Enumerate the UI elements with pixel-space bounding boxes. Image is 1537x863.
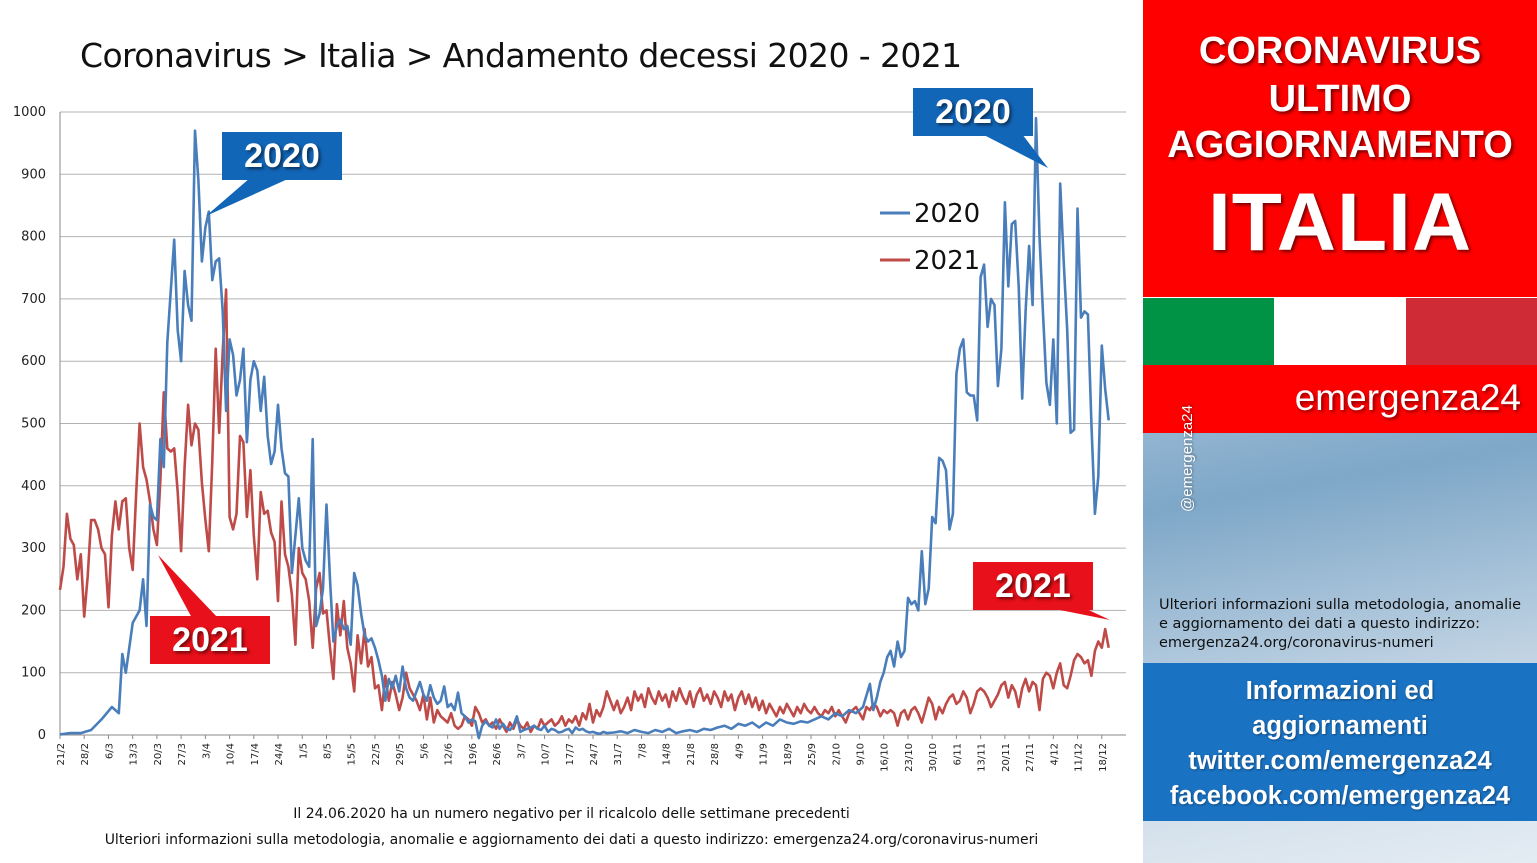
x-tick-label: 4/12	[1049, 743, 1060, 765]
callout-pointer-2021-left	[158, 555, 218, 618]
y-tick-label: 800	[21, 230, 46, 245]
x-tick-label: 28/8	[710, 743, 721, 765]
y-tick-label: 100	[21, 666, 46, 681]
methodology-line-1: Ulteriori informazioni sulla metodologia…	[1159, 597, 1522, 613]
twitter-link[interactable]: twitter.com/emergenza24	[1188, 747, 1492, 775]
x-tick-label: 23/10	[904, 743, 915, 772]
x-tick-label: 31/7	[613, 743, 624, 765]
y-tick-label: 1000	[13, 105, 46, 120]
flag-green-stripe	[1143, 298, 1274, 365]
side-heading-box: CORONAVIRUS ULTIMO AGGIORNAMENTO ITALIA	[1143, 0, 1537, 298]
legend-label-2021: 2021	[914, 246, 980, 276]
x-tick-label: 16/10	[880, 743, 891, 772]
y-tick-label: 500	[21, 417, 46, 432]
methodology-line-2: e aggiornamento dei dati a questo indiri…	[1159, 616, 1481, 632]
chart-area: 0 100 200 300 400 500 600 700 800 900 1000 21/2 28/…	[12, 36, 1126, 848]
x-tick-label: 14/8	[662, 743, 673, 765]
x-tick-labels: 21/2 28/2 6/3 13/3 20/3 27/3 3/4 10/4 17/4 24/4 1/…	[56, 735, 1109, 772]
methodology-text: Ulteriori informazioni sulla metodologia…	[1159, 596, 1529, 653]
x-tick-label: 20/3	[153, 743, 164, 765]
y-tick-label: 300	[21, 541, 46, 556]
x-tick-label: 10/4	[226, 743, 237, 765]
y-tick-label: 0	[38, 728, 46, 743]
x-tick-label: 12/6	[444, 743, 455, 765]
series-line-2021	[58, 288, 1110, 734]
x-tick-label: 18/9	[783, 743, 794, 765]
x-tick-label: 17/7	[565, 743, 576, 765]
callout-2021-right: 2021	[973, 562, 1093, 610]
methodology-link[interactable]: emergenza24.org/coronavirus-numeri	[1159, 635, 1434, 651]
brand-bar: emergenza24	[1143, 365, 1537, 433]
info-box: Informazioni ed aggiornamenti twitter.co…	[1143, 663, 1537, 821]
x-tick-label: 6/11	[952, 743, 963, 765]
note-methodology: Ulteriori informazioni sulla metodologia…	[104, 832, 1039, 848]
info-line-2: aggiornamenti	[1252, 712, 1428, 740]
x-tick-label: 26/6	[492, 743, 503, 765]
x-tick-label: 5/6	[419, 743, 430, 759]
x-tick-label: 11/12	[1074, 743, 1085, 772]
line-chart: 0 100 200 300 400 500 600 700 800 900 1000 21/2 28/…	[13, 105, 1126, 772]
x-tick-label: 19/6	[468, 743, 479, 765]
x-tick-label: 22/5	[371, 743, 382, 765]
side-heading-line-3: AGGIORNAMENTO	[1167, 124, 1513, 166]
x-tick-label: 1/5	[298, 743, 309, 759]
page-title: Coronavirus > Italia > Andamento decessi…	[80, 36, 962, 75]
note-negative-value: Il 24.06.2020 ha un numero negativo per …	[293, 806, 850, 822]
x-tick-label: 24/4	[274, 743, 285, 765]
brand-name: emergenza24	[1294, 377, 1521, 418]
callout-pointer-2020-right	[982, 134, 1048, 168]
x-tick-label: 4/9	[734, 743, 745, 759]
x-tick-label: 29/5	[395, 743, 406, 765]
legend-label-2020: 2020	[914, 199, 980, 229]
callout-2020-left: 2020	[222, 132, 342, 180]
x-tick-label: 30/10	[928, 743, 939, 772]
gridlines	[59, 111, 1126, 736]
y-tick-label: 200	[21, 603, 46, 618]
x-tick-label: 15/5	[347, 743, 358, 765]
x-tick-label: 3/4	[201, 743, 212, 759]
x-tick-label: 9/10	[856, 743, 867, 765]
x-tick-label: 25/9	[807, 743, 818, 765]
x-tick-label: 3/7	[516, 743, 527, 759]
x-tick-label: 17/4	[250, 743, 261, 765]
x-tick-label: 27/3	[177, 743, 188, 765]
y-tick-label: 600	[21, 354, 46, 369]
legend: 2020 2021	[880, 199, 980, 276]
callout-arrows	[158, 134, 1110, 620]
x-tick-label: 21/8	[686, 743, 697, 765]
side-heading-line-1: CORONAVIRUS	[1198, 30, 1482, 72]
social-handle: @emergenza24	[1179, 405, 1196, 512]
y-tick-labels: 0 100 200 300 400 500 600 700 800 900 1000	[13, 105, 46, 743]
x-tick-label: 7/8	[637, 743, 648, 759]
callout-2020-right: 2020	[913, 88, 1033, 136]
x-tick-label: 21/2	[56, 743, 67, 765]
series-lines	[58, 116, 1110, 740]
x-tick-label: 11/9	[759, 743, 770, 765]
x-tick-label: 20/11	[1001, 743, 1012, 772]
y-tick-label: 700	[21, 292, 46, 307]
x-tick-label: 2/10	[831, 743, 842, 765]
x-tick-label: 6/3	[104, 743, 115, 759]
side-heading-country: ITALIA	[1207, 177, 1473, 268]
flag-red-stripe	[1406, 298, 1537, 365]
x-tick-label: 10/7	[541, 743, 552, 765]
x-tick-label: 8/5	[323, 743, 334, 759]
x-tick-label: 18/12	[1098, 743, 1109, 772]
flag-white-stripe	[1274, 298, 1406, 365]
facebook-link[interactable]: facebook.com/emergenza24	[1169, 782, 1511, 810]
info-line-1: Informazioni ed	[1245, 677, 1435, 705]
x-tick-label: 13/3	[129, 743, 140, 765]
side-heading-line-2: ULTIMO	[1268, 78, 1412, 120]
series-line-2020	[59, 116, 1110, 740]
side-panel: CORONAVIRUS ULTIMO AGGIORNAMENTO ITALIA …	[1143, 0, 1537, 863]
callout-2021-left: 2021	[150, 616, 270, 664]
x-tick-label: 24/7	[589, 743, 600, 765]
x-tick-label: 27/11	[1025, 743, 1036, 772]
y-tick-label: 900	[21, 167, 46, 182]
y-tick-label: 400	[21, 479, 46, 494]
x-tick-label: 28/2	[80, 743, 91, 765]
x-tick-label: 13/11	[977, 743, 988, 772]
callout-pointer-2020-left	[206, 178, 290, 216]
